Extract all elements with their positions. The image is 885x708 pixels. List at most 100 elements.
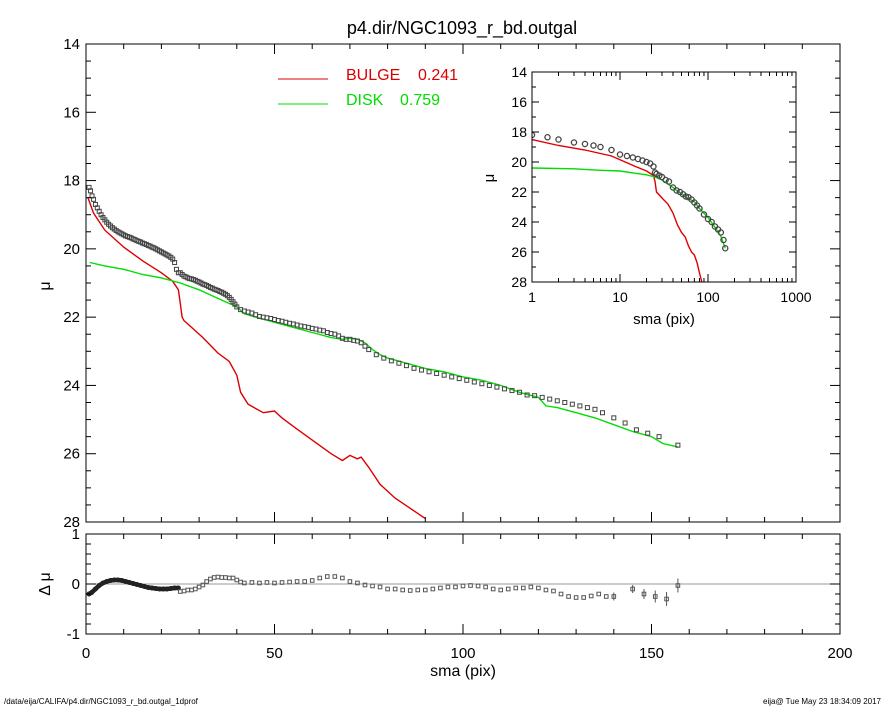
residual-data-point [498,587,503,593]
inset-data-point [665,178,673,185]
residual-dense-point [92,586,98,592]
residual-data-point [211,575,217,580]
profile-data-point [479,381,485,387]
residual-dense-point [96,583,102,588]
residual-data-point [294,579,300,584]
profile-data-point [449,374,455,380]
legend-bulge-value: 0.241 [418,67,458,84]
residual-data-point [490,586,496,592]
profile-data-point [362,343,368,349]
residual-data-point [521,585,526,591]
residual-data-point [445,584,451,590]
chart-title: p4.dir/NGC1093_r_bd.outgal [347,18,577,39]
main-x-axis-label: sma (pix) [430,663,496,680]
profile-data-point [562,400,568,405]
residual-data-point [215,574,221,580]
inset-data-point [616,151,624,158]
profile-data-point [494,384,500,390]
inset-y-tick-label: 26 [511,244,527,260]
profile-data-point [88,188,94,194]
residual-data-point [385,586,390,592]
residual-data-point [264,580,270,585]
residual-data-point [362,582,368,588]
residual-data-point [596,591,602,597]
residual-x-tick-label: 0 [82,645,90,662]
legend: BULGE 0.241 DISK 0.759 [278,67,458,109]
residual-data-point [581,595,586,600]
inset-data-point [623,152,631,160]
inset-y-tick-label: 22 [511,184,527,200]
profile-data-point [471,379,477,385]
inset-data-point [590,142,597,149]
inset-data-point [581,140,589,148]
inset-y-tick-label: 24 [511,214,527,230]
profile-data-point [373,352,379,358]
residual-data-point [483,584,488,590]
profile-data-point [441,372,447,378]
profile-data-point [554,398,560,404]
inset-data-point [643,158,650,166]
inset-axes: 14 16 18 20 22 24 26 281 10 100 1000 [511,64,811,305]
profile-data-point [547,396,553,402]
inset-y-tick-label: 20 [511,154,527,170]
residual-data-point [573,595,579,600]
inset-plot-panel: 14 16 18 20 22 24 26 281 10 100 1000 sma (pix) μ [481,64,812,328]
residual-data-point [238,579,243,585]
profile-data-point [509,388,515,394]
profile-data-point [419,367,425,373]
profile-data-point [426,369,432,375]
residual-data-point [543,587,549,593]
residual-data-point [468,583,473,588]
inset-data-point [696,205,703,212]
residual-data-point [588,593,594,599]
residual-data-point [652,594,658,599]
residual-dense-point [111,577,117,583]
residual-data-point [272,580,277,586]
profile-data-point [456,376,462,382]
profile-data-point [486,382,492,388]
residual-data-point [611,594,617,599]
residual-y-tick-label: 1 [72,526,80,543]
profile-data-point [524,392,530,398]
main-y-tick-label: 22 [63,309,80,326]
residual-x-tick-label: 50 [266,645,283,662]
inset-y-axis-label: μ [481,174,498,183]
residual-data-point [208,576,213,582]
profile-data-point [434,370,440,376]
residual-data-point [234,577,240,583]
profile-data-point [539,394,545,400]
residual-data-point [204,579,209,584]
residual-data-point [317,575,323,581]
inset-data-point [651,169,659,176]
inset-data-point [700,211,708,218]
main-y-tick-label: 16 [63,104,80,121]
profile-data-point [517,389,523,395]
residual-data-point [302,579,307,584]
profile-data-point [464,377,470,383]
inset-data-point [717,229,725,236]
inset-series-group [532,131,729,282]
residual-dense-point [138,583,144,588]
residual-dense-point [119,578,125,583]
profile-data-point [172,260,178,266]
legend-disk-name: DISK [346,92,384,109]
legend-bulge-name: BULGE [346,67,400,84]
profile-data-point [592,406,598,412]
residual-data-point [513,585,519,591]
residual-dense-point [168,586,174,591]
residual-data-point [200,582,206,588]
inset-data-point [608,146,615,154]
residual-data-point [641,591,647,597]
residual-data-point [603,594,609,599]
residual-data-point [377,584,383,590]
residual-data-point [675,583,681,588]
residual-data-point [226,575,232,581]
inset-data-point [544,133,551,141]
inset-bulge-line [532,138,703,282]
residual-dense-point [164,586,170,592]
residual-dense-point [115,577,121,583]
profile-data-point [403,363,409,369]
profile-data-point [381,355,387,361]
inset-x-tick-label: 10 [612,289,628,305]
